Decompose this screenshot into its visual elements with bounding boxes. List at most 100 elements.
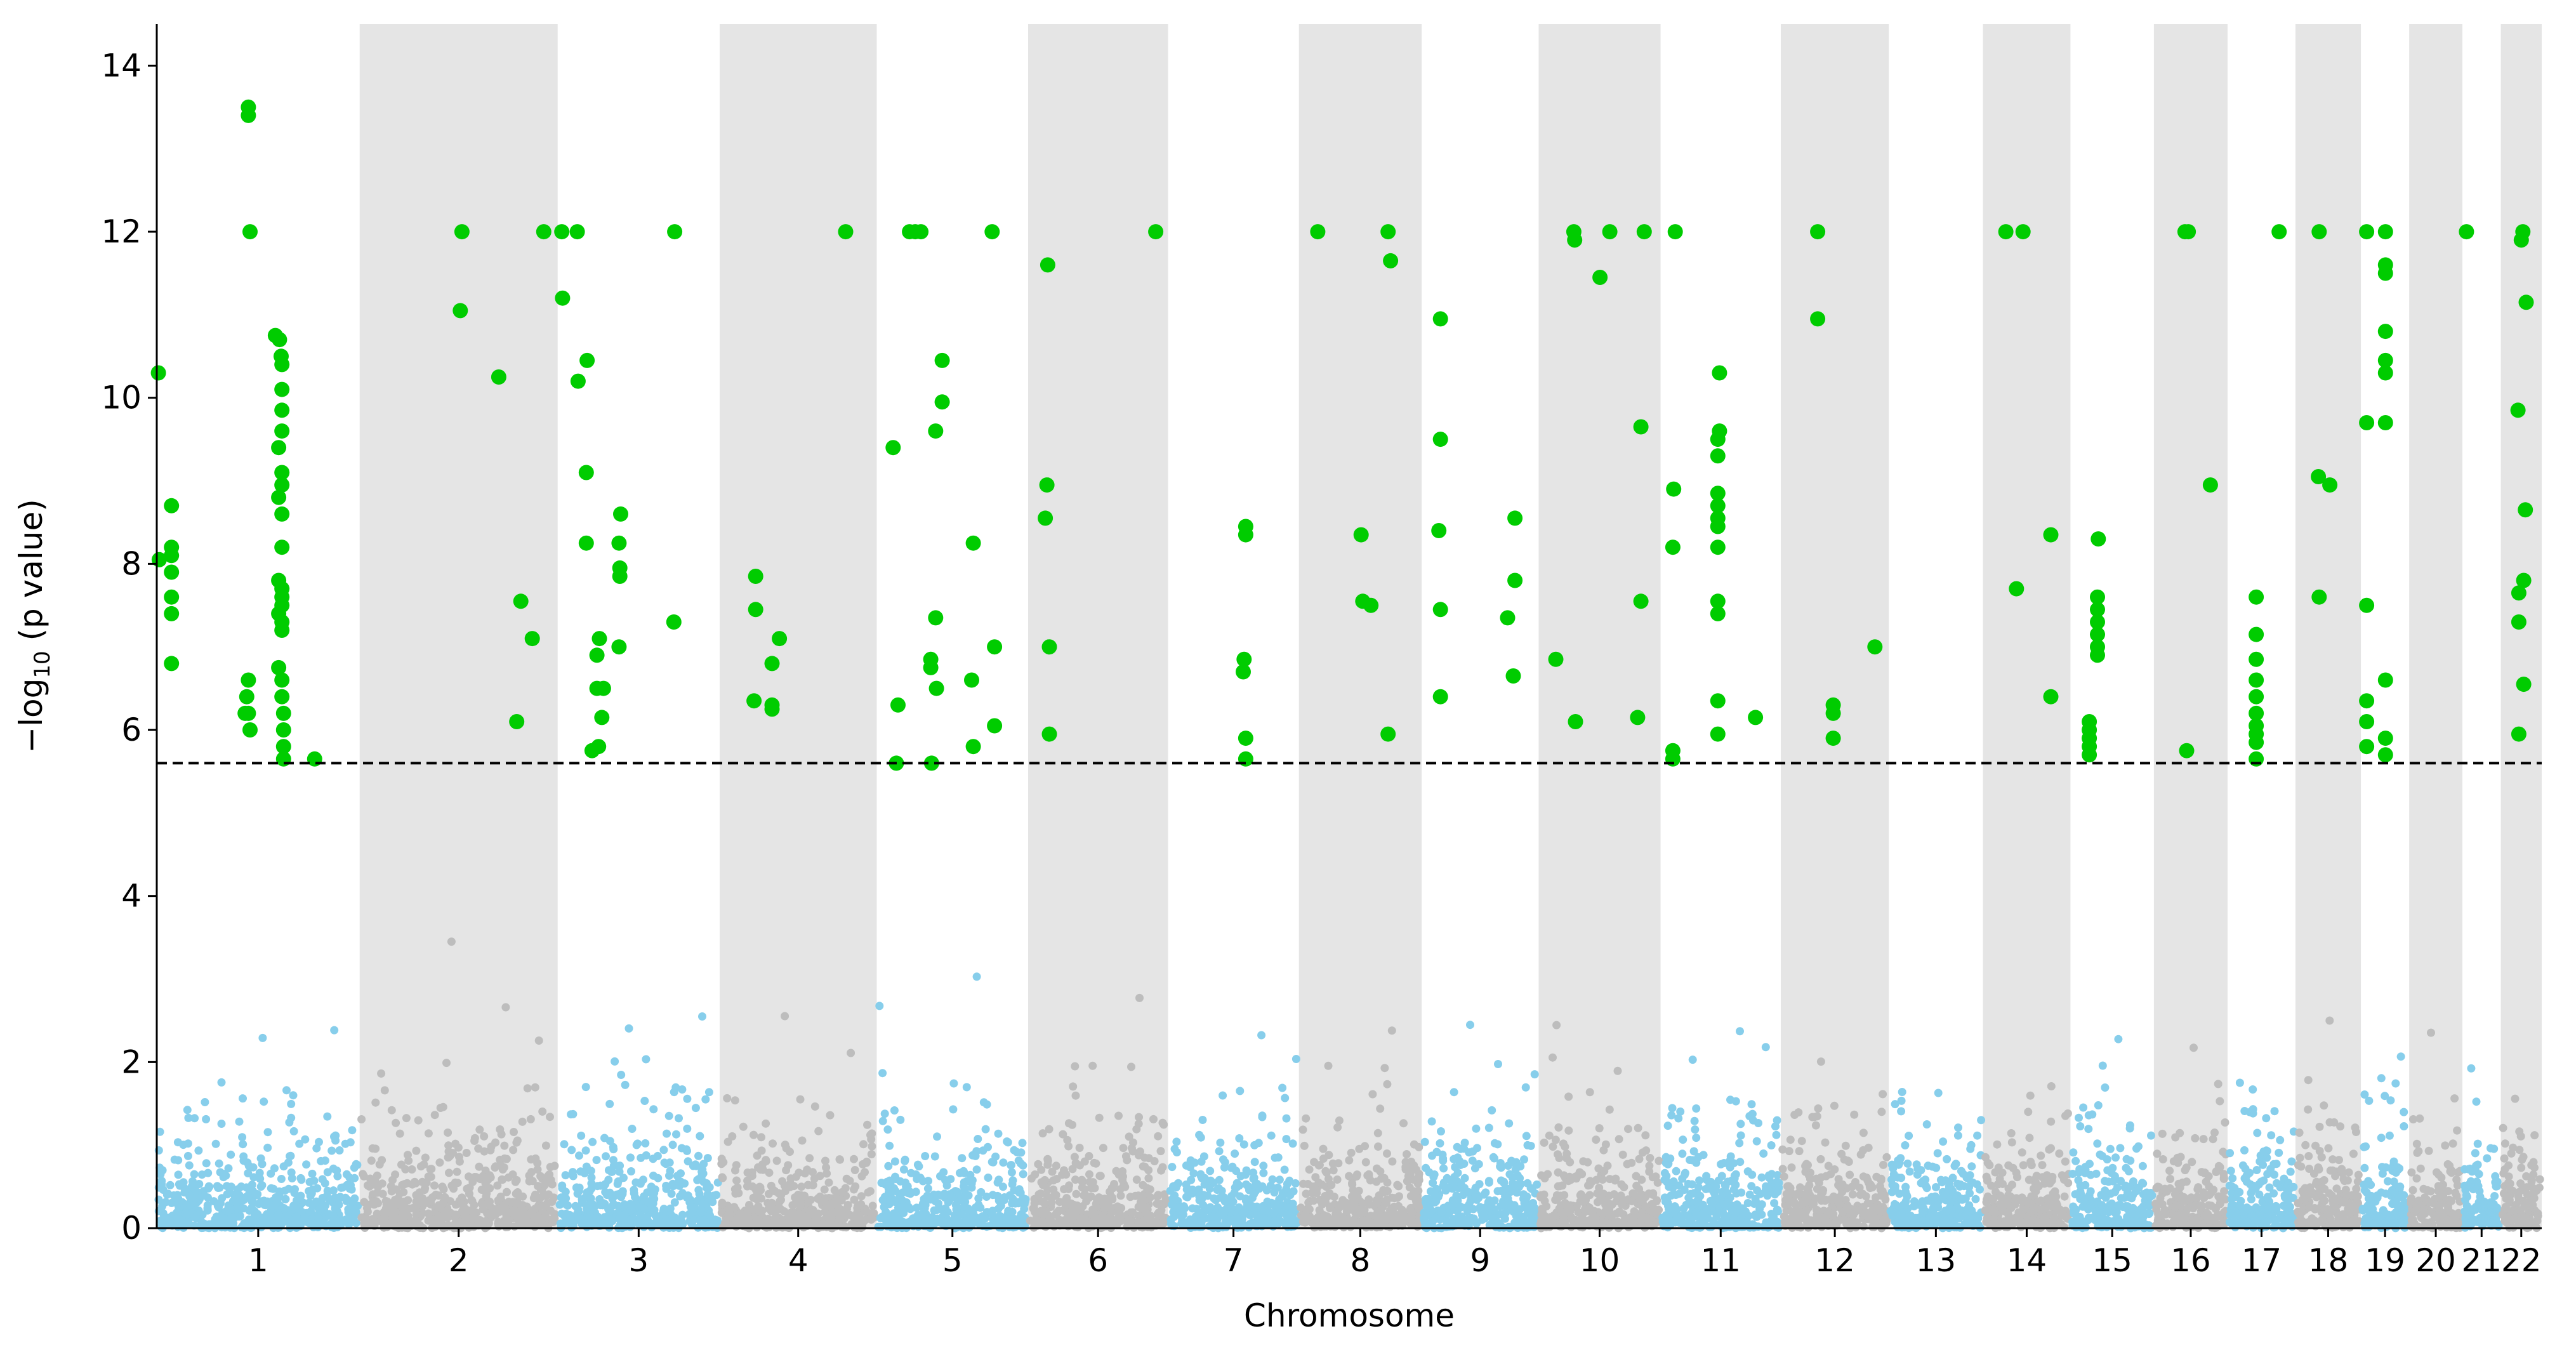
snp-point: [789, 1182, 798, 1191]
snp-point: [1199, 1201, 1208, 1210]
snp-point: [531, 1190, 539, 1199]
snp-point: [1967, 1162, 1976, 1171]
snp-point: [868, 1201, 877, 1210]
snp-point: [876, 1214, 885, 1222]
snp-point: [263, 1128, 272, 1137]
snp-point: [1637, 1175, 1646, 1184]
snp-point: [510, 1128, 518, 1136]
snp-point: [1609, 1190, 1618, 1199]
snp-point: [566, 1212, 575, 1221]
snp-point: [1642, 1146, 1651, 1155]
snp-point: [470, 1134, 479, 1142]
snp-point: [380, 1086, 389, 1095]
snp-point: [247, 1186, 256, 1195]
snp-point: [640, 1205, 649, 1214]
snp-point: [444, 1128, 452, 1137]
snp-point: [391, 1170, 400, 1179]
snp-point: [1170, 1144, 1179, 1153]
chromosome-band-14: [1983, 24, 2071, 1228]
snp-point: [941, 1175, 949, 1184]
snp-point: [633, 1139, 642, 1148]
snp-point: [1047, 1198, 1056, 1207]
snp-point: [534, 1182, 542, 1191]
snp-point: [1228, 1162, 1237, 1171]
snp-point: [395, 1129, 404, 1138]
snp-point: [1099, 1144, 1107, 1153]
snp-point: [1095, 1172, 1104, 1181]
snp-point: [166, 1181, 175, 1189]
snp-point: [1773, 1116, 1781, 1125]
snp-point: [398, 1181, 407, 1189]
snp-point: [1205, 1184, 1214, 1193]
snp-point: [239, 1140, 248, 1149]
snp-point: [1573, 1171, 1582, 1180]
snp-point: [665, 1158, 674, 1167]
snp-point: [668, 1141, 677, 1149]
snp-point: [572, 1183, 581, 1192]
snp-point: [302, 1160, 311, 1169]
snp-point: [1598, 1175, 1607, 1184]
snp-point: [1481, 1188, 1490, 1197]
snp-point: [659, 1205, 668, 1214]
snp-point: [578, 1195, 586, 1204]
snp-point: [1824, 1210, 1833, 1219]
snp-point: [850, 1155, 858, 1163]
snp-point: [305, 1177, 314, 1186]
snp-point: [1786, 1135, 1795, 1144]
snp-point: [626, 1153, 635, 1162]
snp-point: [732, 1176, 741, 1185]
snp-point: [1177, 1212, 1186, 1221]
snp-point: [967, 1214, 976, 1222]
snp-point: [1736, 1131, 1745, 1140]
snp-point: [1585, 1088, 1594, 1097]
snp-point: [249, 1173, 258, 1182]
snp-point: [1248, 1202, 1257, 1210]
snp-point: [1245, 1220, 1254, 1228]
snp-point: [820, 1185, 829, 1194]
snp-point: [1427, 1117, 1436, 1126]
snp-point: [202, 1115, 211, 1123]
snp-point: [1690, 1116, 1699, 1125]
snp-point: [890, 1106, 899, 1115]
snp-point: [687, 1218, 695, 1227]
snp-point: [647, 1182, 656, 1191]
snp-point: [1355, 1144, 1364, 1153]
snp-point: [1688, 1056, 1697, 1064]
snp-point: [816, 1172, 824, 1181]
snp-point: [824, 1219, 833, 1228]
snp-point: [1085, 1152, 1093, 1160]
snp-point: [326, 1219, 335, 1228]
snp-point: [1380, 1064, 1389, 1073]
snp-point: [2055, 1149, 2064, 1158]
snp-point: [1692, 1210, 1701, 1219]
snp-point: [498, 1175, 506, 1184]
snp-point: [605, 1137, 614, 1146]
snp-point: [1616, 1208, 1625, 1217]
snp-point: [204, 1193, 212, 1202]
snp-point: [2018, 1148, 2026, 1157]
snp-point: [1674, 1114, 1683, 1123]
snp-point: [678, 1210, 687, 1219]
snp-point: [1352, 1172, 1361, 1181]
snp-point: [240, 1219, 249, 1228]
snp-point: [534, 1036, 543, 1045]
snp-point: [765, 1168, 774, 1177]
snp-point: [782, 1166, 791, 1175]
snp-point: [757, 1133, 765, 1142]
snp-point: [891, 1187, 900, 1196]
snp-point: [1257, 1031, 1266, 1040]
snp-point: [1478, 1207, 1487, 1216]
snp-point: [1804, 1187, 1813, 1196]
snp-point: [1652, 1197, 1661, 1206]
snp-point: [994, 1196, 1003, 1205]
snp-point: [588, 1215, 597, 1224]
snp-point: [1250, 1141, 1259, 1149]
snp-point: [586, 1167, 595, 1175]
snp-point: [670, 1088, 678, 1097]
snp-point: [1646, 1154, 1655, 1162]
snp-point: [573, 1209, 582, 1218]
snp-point: [1198, 1174, 1206, 1182]
snp-point: [496, 1125, 505, 1134]
snp-point: [1785, 1190, 1793, 1198]
snp-point: [1262, 1186, 1271, 1194]
